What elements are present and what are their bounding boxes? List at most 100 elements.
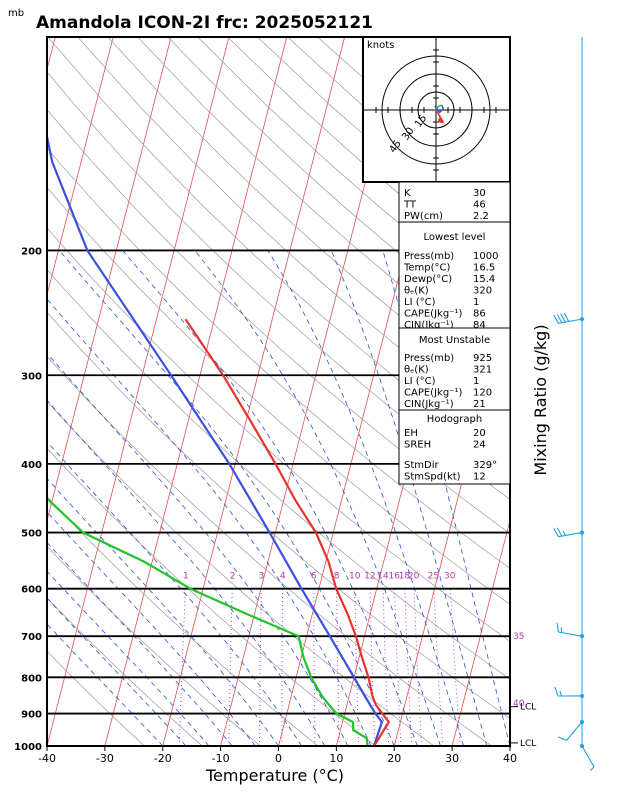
lcl-label: LCL	[520, 739, 536, 749]
mixing-ratio-line	[229, 589, 233, 746]
table-row-value: 2.2	[473, 211, 489, 222]
wind-barb-dot	[580, 694, 584, 698]
temperature-tick-label: 40	[503, 752, 517, 765]
background-grid	[0, 37, 618, 746]
hodograph-title: knots	[367, 40, 394, 51]
table-row-value: 46	[473, 200, 486, 211]
unit-label: mb	[8, 8, 24, 19]
wind-barb-dot	[580, 744, 584, 748]
table-row-value: 1	[473, 297, 479, 308]
mixing-ratio-line	[414, 589, 422, 746]
dry-adiabat	[0, 37, 618, 746]
temperature-tick-label: -40	[38, 752, 56, 765]
mixing-ratio-line	[179, 589, 185, 746]
table-row-value: 16.5	[473, 263, 495, 274]
chart-title: Amandola ICON-2I frc: 2025052121	[36, 13, 373, 33]
pressure-tick-label: 900	[21, 710, 42, 721]
table-row-label: CAPE(Jkg⁻¹)	[404, 309, 462, 320]
wind-barb-flag	[555, 687, 558, 696]
pressure-tick-label: 700	[21, 632, 42, 643]
table-row-value: 1000	[473, 251, 498, 262]
table-row-label: Press(mb)	[404, 251, 454, 262]
indices-table: K 30 TT 46 PW(cm) 2.2 Lowest level Press(mb) 100…	[399, 182, 510, 484]
wind-barb-shaft	[558, 319, 582, 323]
moist-adiabat	[0, 250, 209, 746]
most-unstable-header: Most Unstable	[419, 335, 490, 346]
isotherm	[163, 37, 345, 746]
table-row-label: Press(mb)	[404, 353, 454, 364]
mixing-ratio-label: 4	[280, 571, 286, 581]
temperature-tick-label: -20	[154, 752, 172, 765]
mixing-ratio-label: 10	[349, 571, 361, 581]
mixing-ratio-label: 3	[259, 571, 265, 581]
dry-adiabat	[0, 37, 618, 746]
x-axis-label: Temperature (°C)	[205, 766, 344, 785]
pressure-tick-label: 400	[21, 460, 42, 471]
wind-barb-dot	[580, 531, 584, 535]
table-row-label: LI (°C)	[404, 297, 436, 308]
moist-adiabat	[0, 250, 186, 746]
dry-adiabat	[18, 37, 618, 746]
table-row-value: 20	[473, 428, 486, 439]
moist-adiabat	[59, 250, 394, 746]
table-row-value: 1	[473, 376, 479, 387]
mixing-ratio-axis-label: Mixing Ratio (g/kg)	[531, 324, 550, 475]
moist-adiabat	[0, 250, 302, 746]
wind-barb-half-flag	[561, 627, 562, 632]
temperature-tick-label: -10	[212, 752, 230, 765]
moist-adiabat	[0, 250, 255, 746]
mixing-ratio-line	[337, 589, 340, 746]
mixing-ratio-label: 1	[183, 571, 189, 581]
isotherm	[105, 37, 287, 746]
temperature-tick-label: -30	[96, 752, 114, 765]
lcl-label: LCL	[520, 703, 536, 713]
table-row-value: 30	[473, 188, 486, 199]
wind-barb-dot	[580, 720, 584, 724]
mixing-ratio-label: 20	[408, 571, 420, 581]
table-row-value: 24	[473, 440, 486, 451]
table-row-value: 12	[473, 472, 486, 483]
table-row-label: K	[404, 188, 411, 199]
temperature-tick-label: 20	[387, 752, 401, 765]
table-row-value: 15.4	[473, 274, 495, 285]
table-row-label: θₑ(K)	[404, 286, 429, 297]
table-row-value: 86	[473, 309, 486, 320]
moist-adiabat	[0, 250, 348, 746]
wind-barb-dot	[580, 634, 584, 638]
temperature-tick-label: 0	[275, 752, 282, 765]
wind-barb-flag	[557, 623, 558, 632]
mixing-ratio-label: 8	[334, 571, 340, 581]
pressure-tick-label: 800	[21, 673, 42, 684]
table-row-label: PW(cm)	[404, 211, 443, 222]
table-row-label: StmDir	[404, 460, 439, 471]
mixing-ratio-line	[282, 589, 283, 746]
wind-barb-flag	[558, 737, 567, 741]
table-row-label: CIN(Jkg⁻¹)	[404, 399, 454, 410]
lowest-level-header: Lowest level	[424, 232, 486, 243]
hodograph-table-header: Hodograph	[427, 414, 482, 425]
wind-barb-half-flag	[590, 767, 594, 771]
table-row-label: TT	[403, 200, 417, 211]
temperature-tick-label: 10	[329, 752, 343, 765]
table-row-value: 120	[473, 388, 492, 399]
dry-adiabat	[0, 37, 376, 746]
mixing-ratio-label: 14	[377, 571, 389, 581]
table-row-label: CAPE(Jkg⁻¹)	[404, 388, 462, 399]
pressure-tick-label: 500	[21, 529, 42, 540]
table-row-value: 320	[473, 286, 492, 297]
moist-adiabat	[0, 250, 279, 746]
isotherm	[0, 37, 113, 746]
wind-barb-half-flag	[563, 531, 565, 536]
pressure-tick-label: 600	[21, 585, 42, 596]
table-row-label: Temp(°C)	[403, 263, 451, 274]
table-row-value: 321	[473, 365, 492, 376]
wind-barb-shaft	[558, 632, 582, 636]
mixing-ratio-label: 25	[428, 571, 439, 581]
wind-barb-shaft	[567, 722, 582, 740]
table-row-label: θₑ(K)	[404, 365, 429, 376]
